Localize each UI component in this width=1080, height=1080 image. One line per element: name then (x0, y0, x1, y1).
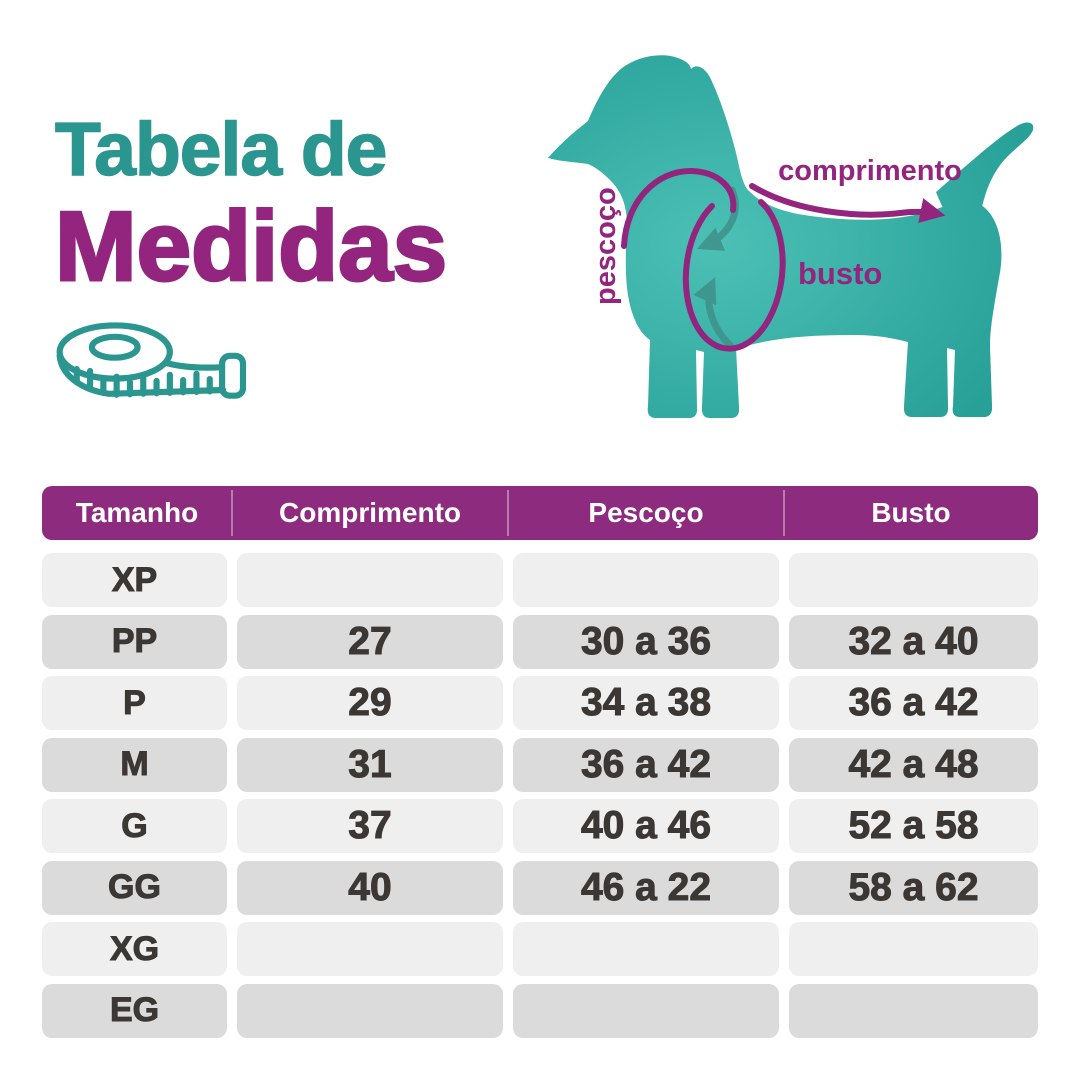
table-body: XP PP 27 30 a 36 32 a 40 P 29 34 a 38 36… (42, 553, 1038, 1038)
size-cell: XG (42, 922, 227, 976)
pescoco-cell: 46 a 22 (513, 860, 779, 915)
size-cell: XP (42, 553, 227, 607)
page-title-line1: Tabela de (54, 107, 388, 191)
dog-silhouette (548, 55, 1034, 419)
header-cell-pescoco: Pescoço (508, 486, 784, 540)
size-cell: GG (42, 860, 227, 915)
table-row: XG (42, 922, 1038, 976)
comprimento-cell: 27 (237, 614, 503, 669)
bust-label: busto (798, 256, 882, 291)
size-cell: P (42, 676, 227, 730)
comprimento-cell (237, 553, 503, 607)
pescoco-cell: 40 a 46 (513, 799, 779, 853)
tape-end-clip (219, 352, 247, 399)
pescoco-cell (513, 983, 779, 1038)
neck-measure-loop (621, 167, 737, 249)
table-row: GG 40 46 a 22 58 a 62 (42, 860, 1038, 915)
table-row: PP 27 30 a 36 32 a 40 (42, 614, 1038, 669)
table-row: G 37 40 a 46 52 a 58 (42, 799, 1038, 853)
table-header-row: Tamanho Comprimento Pescoço Busto (42, 486, 1038, 540)
busto-cell: 58 a 62 (789, 860, 1038, 915)
page-title-line2: Medidas (53, 191, 448, 301)
busto-cell: 42 a 48 (789, 737, 1038, 792)
bust-direction-arrow (693, 277, 734, 349)
pescoco-cell (513, 922, 779, 976)
bust-measure-loop (682, 199, 786, 352)
comprimento-cell (237, 983, 503, 1038)
busto-cell: 52 a 58 (789, 799, 1038, 853)
pescoco-cell: 34 a 38 (513, 676, 779, 730)
neck-label: pescoço (590, 187, 622, 305)
length-arrow (749, 183, 946, 223)
header-cell-tamanho: Tamanho (42, 486, 232, 540)
pescoco-cell: 36 a 42 (513, 737, 779, 792)
busto-cell: 36 a 42 (789, 676, 1038, 730)
measuring-tape-icon (56, 322, 247, 399)
size-cell: G (42, 799, 227, 853)
table-row: XP (42, 553, 1038, 607)
busto-cell (789, 983, 1038, 1038)
busto-cell (789, 553, 1038, 607)
table-row: M 31 36 a 42 42 a 48 (42, 737, 1038, 792)
length-label: comprimento (778, 155, 962, 187)
busto-cell: 32 a 40 (789, 614, 1038, 669)
size-table: Tamanho Comprimento Pescoço Busto XP PP … (42, 486, 1038, 1045)
page-title: Tabela de Medidas (53, 107, 448, 301)
table-row: EG (42, 983, 1038, 1038)
comprimento-cell: 37 (237, 799, 503, 853)
pescoco-cell: 30 a 36 (513, 614, 779, 669)
size-cell: PP (42, 614, 227, 669)
comprimento-cell: 29 (237, 676, 503, 730)
size-cell: M (42, 737, 227, 792)
tape-strip-top-edge (164, 360, 226, 371)
comprimento-cell: 40 (237, 860, 503, 915)
comprimento-cell: 31 (237, 737, 503, 792)
table-row: P 29 34 a 38 36 a 42 (42, 676, 1038, 730)
dog-measurement-diagram: pescoço comprimento busto (548, 55, 1034, 419)
comprimento-cell (237, 922, 503, 976)
busto-cell (789, 922, 1038, 976)
header-cell-comprimento: Comprimento (232, 486, 508, 540)
tape-tick-marks (73, 366, 213, 398)
size-cell: EG (42, 983, 227, 1038)
tape-roll-hole (88, 333, 141, 361)
header-cell-busto: Busto (871, 497, 951, 528)
pescoco-cell (513, 553, 779, 607)
